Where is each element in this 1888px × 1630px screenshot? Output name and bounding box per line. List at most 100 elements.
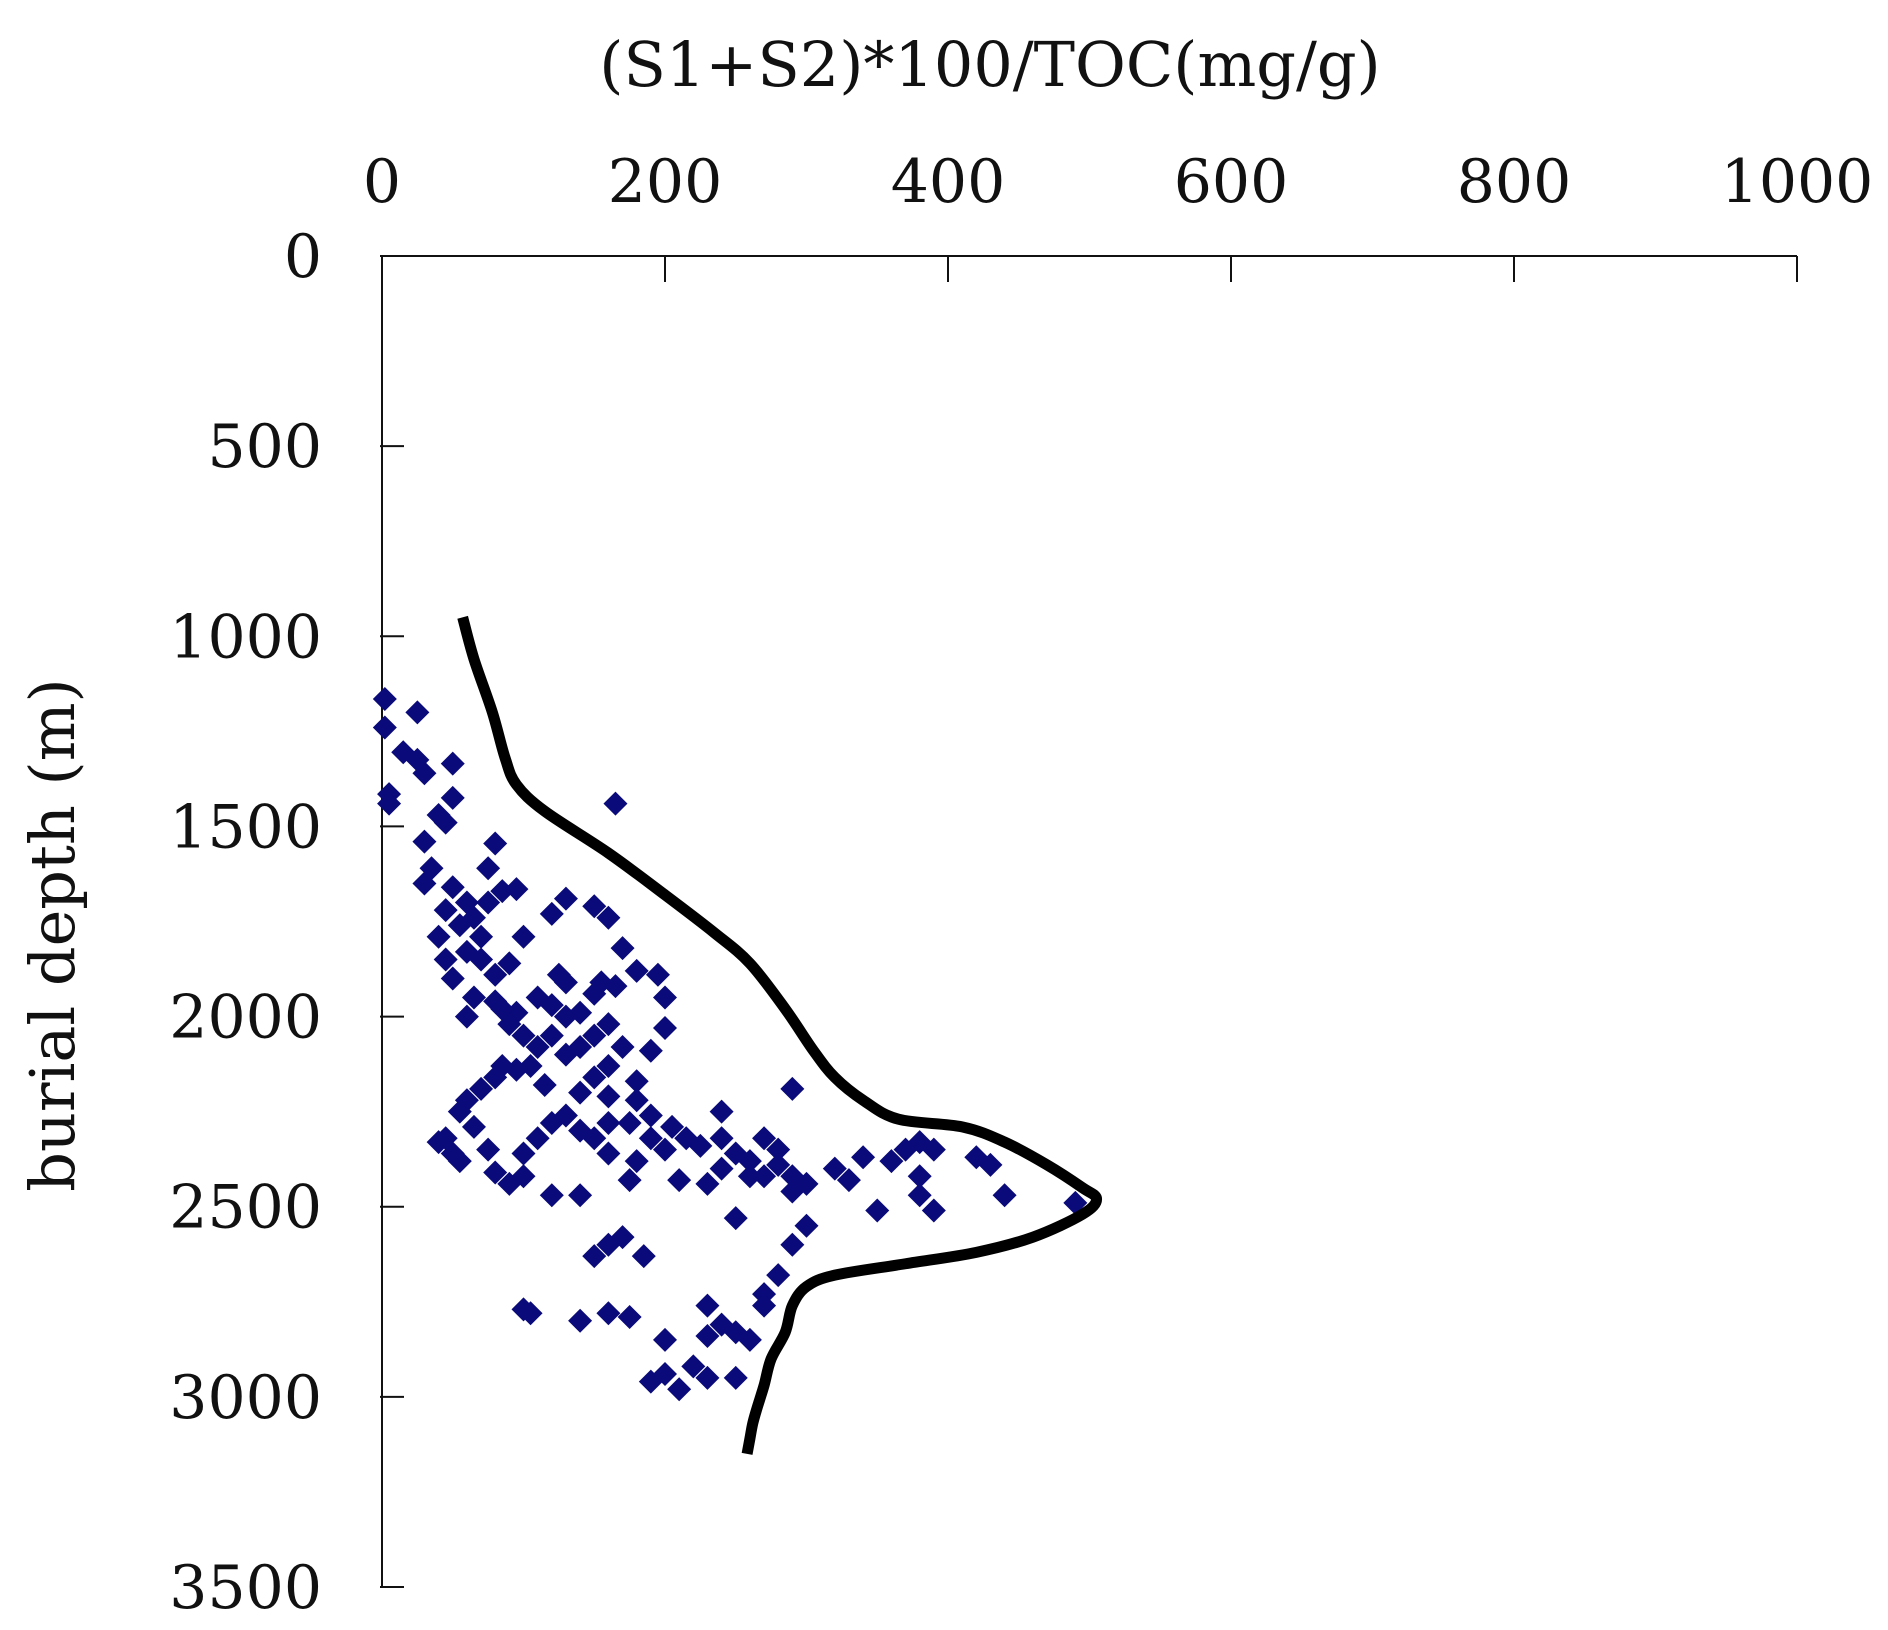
data-point: [681, 1354, 706, 1379]
data-point: [461, 905, 486, 930]
data-point: [660, 1114, 685, 1139]
data-point: [851, 1145, 876, 1170]
y-tick-label: 3000: [169, 1363, 322, 1433]
data-point: [907, 1164, 932, 1189]
data-point: [476, 890, 501, 915]
data-point: [483, 831, 508, 856]
data-point: [539, 1023, 564, 1048]
data-point: [412, 761, 437, 786]
x-tick-label: 400: [891, 147, 1006, 217]
data-point: [525, 1126, 550, 1151]
data-point: [511, 1297, 536, 1322]
data-point: [596, 1012, 621, 1037]
y-tick-label: 3500: [169, 1553, 322, 1623]
data-point: [433, 947, 458, 972]
data-point: [695, 1324, 720, 1349]
data-point: [405, 700, 430, 725]
data-point: [476, 856, 501, 881]
data-point: [921, 1198, 946, 1223]
data-point: [992, 1183, 1017, 1208]
x-axis-ticks: 0 200 400 600 800 1000: [363, 147, 1873, 282]
y-tick-label: 500: [207, 412, 322, 482]
y-tick-label: 2500: [169, 1173, 322, 1243]
data-point: [511, 1141, 536, 1166]
data-point: [766, 1152, 791, 1177]
data-point: [440, 966, 465, 991]
data-point: [723, 1365, 748, 1390]
data-point: [461, 1114, 486, 1139]
data-point: [469, 924, 494, 949]
data-point: [412, 829, 437, 854]
data-point: [461, 985, 486, 1010]
data-point: [440, 785, 465, 810]
data-point: [454, 1004, 479, 1029]
data-point: [921, 1137, 946, 1162]
data-point: [497, 951, 522, 976]
data-point: [617, 1304, 642, 1329]
data-point: [688, 1133, 713, 1158]
data-point: [525, 1034, 550, 1059]
data-point: [582, 1244, 607, 1269]
scatter-points: [372, 687, 1088, 1402]
y-tick-label: 1500: [169, 792, 322, 862]
data-point: [596, 1141, 621, 1166]
y-axis-ticks: 0 500 1000 1500 2000 2500 3000 3500: [169, 222, 404, 1623]
data-point: [610, 1225, 635, 1250]
data-point: [596, 1084, 621, 1109]
data-point: [372, 687, 397, 712]
data-point: [532, 1073, 557, 1098]
data-point: [568, 1308, 593, 1333]
data-point: [490, 996, 515, 1021]
data-point: [737, 1149, 762, 1174]
data-point: [653, 985, 677, 1010]
data-point: [638, 1103, 663, 1128]
data-point: [426, 803, 451, 828]
data-point: [752, 1126, 777, 1151]
data-point: [447, 1099, 472, 1124]
data-point: [539, 993, 564, 1018]
data-point: [596, 905, 621, 930]
data-point: [372, 715, 397, 740]
data-point: [469, 1076, 494, 1101]
data-point: [709, 1099, 734, 1124]
x-axis-title: (S1+S2)*100/TOC(mg/g): [599, 28, 1380, 101]
data-point: [638, 1038, 663, 1063]
data-point: [582, 1065, 607, 1090]
data-point: [539, 901, 564, 926]
x-tick-label: 200: [608, 147, 723, 217]
data-point: [624, 1069, 649, 1094]
data-point: [426, 924, 451, 949]
data-point: [780, 1232, 805, 1257]
data-point: [440, 751, 465, 776]
data-point: [865, 1198, 890, 1223]
data-point: [836, 1168, 861, 1193]
data-point: [511, 1023, 536, 1048]
data-point: [709, 1126, 734, 1151]
data-point: [822, 1156, 847, 1181]
data-point: [568, 1000, 593, 1025]
data-point: [539, 1183, 564, 1208]
data-point: [766, 1137, 791, 1162]
data-point: [568, 1183, 593, 1208]
data-point: [511, 1164, 536, 1189]
data-point: [568, 1080, 593, 1105]
data-point: [603, 974, 628, 999]
data-point: [695, 1293, 720, 1318]
data-point: [553, 1103, 578, 1128]
data-point: [377, 791, 402, 816]
data-point: [568, 1034, 593, 1059]
data-point: [447, 1149, 472, 1174]
data-point: [490, 879, 515, 904]
data-point: [752, 1293, 777, 1318]
data-point: [440, 875, 465, 900]
data-point: [624, 1149, 649, 1174]
data-point: [553, 886, 578, 911]
y-tick-label: 0: [284, 222, 322, 292]
data-point: [483, 1065, 508, 1090]
data-point: [794, 1213, 819, 1238]
data-point: [631, 1244, 656, 1269]
data-point: [582, 1023, 607, 1048]
data-point: [624, 958, 649, 983]
y-axis-title: burial depth (m): [16, 678, 89, 1191]
